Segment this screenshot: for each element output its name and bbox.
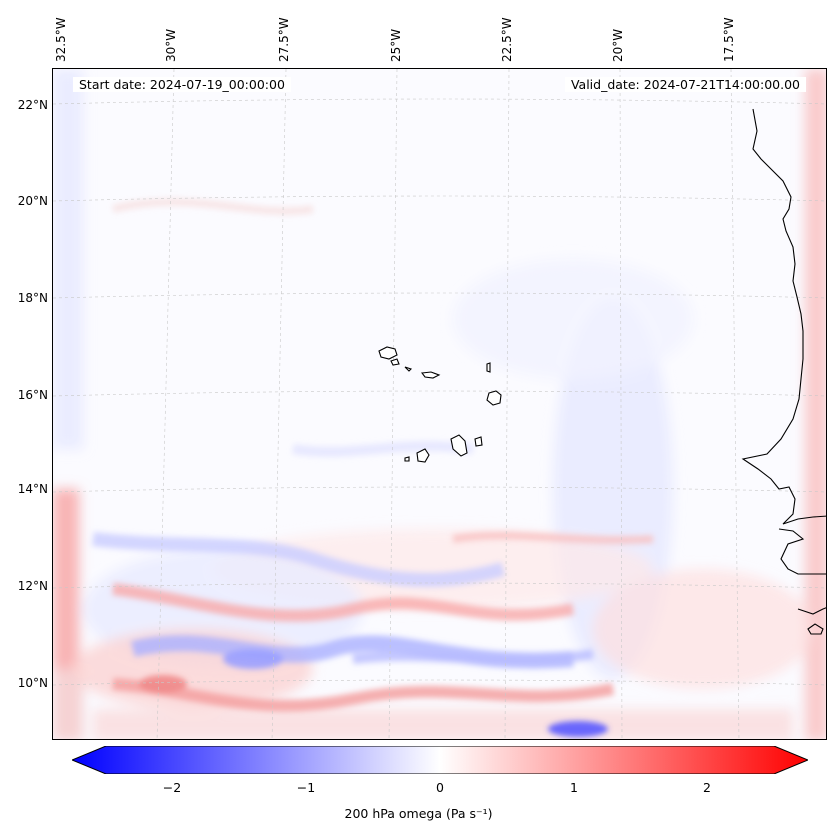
colorbar-tick-2: 2 — [703, 780, 711, 795]
colorbar-gradient — [72, 746, 808, 774]
lat-label-10n: 10°N — [17, 676, 48, 690]
africa-coastline — [741, 108, 826, 525]
omega-field-bands — [92, 197, 654, 737]
lon-label-30w: 30°W — [164, 28, 178, 62]
colorbar — [72, 746, 808, 774]
lon-label-27-5w: 27.5°W — [277, 17, 291, 62]
lat-label-18n: 18°N — [17, 291, 48, 305]
lon-label-25w: 25°W — [389, 28, 403, 62]
lon-label-17-5w: 17.5°W — [722, 17, 736, 62]
coastlines — [741, 108, 826, 635]
map-panel — [52, 68, 827, 740]
colorbar-tick-neg1: −1 — [296, 780, 316, 795]
graticule — [53, 69, 826, 739]
omega-field-map — [53, 69, 826, 739]
colorbar-tick-1: 1 — [570, 780, 578, 795]
lon-label-22-5w: 22.5°W — [500, 17, 514, 62]
colorbar-label: 200 hPa omega (Pa s⁻¹) — [344, 806, 493, 821]
valid-date-label: Valid_date: 2024-07-21T14:00:00.00 — [564, 77, 806, 92]
colorbar-tick-0: 0 — [436, 780, 444, 795]
lon-label-20w: 20°W — [611, 28, 625, 62]
lat-label-20n: 20°N — [17, 194, 48, 208]
lat-label-16n: 16°N — [17, 388, 48, 402]
lat-label-12n: 12°N — [17, 579, 48, 593]
lat-label-22n: 22°N — [17, 98, 48, 112]
colorbar-tick-neg2: −2 — [162, 780, 182, 795]
cape-verde-islands — [378, 346, 502, 463]
start-date-label: Start date: 2024-07-19_00:00:00 — [73, 77, 291, 92]
lat-label-14n: 14°N — [17, 482, 48, 496]
lon-label-32-5w: 32.5°W — [54, 17, 68, 62]
